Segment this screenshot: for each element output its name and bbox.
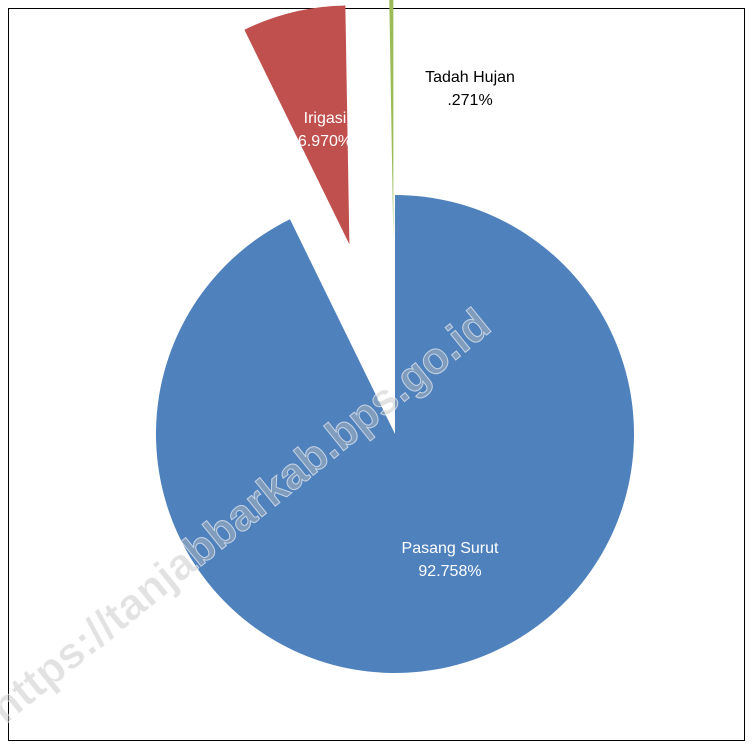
slice-value-label: .271% [447,92,492,109]
labels-layer: Pasang Surut 92.758% Irigasi 6.970% Tadah Hu… [298,69,515,580]
slice-category-label: Irigasi [304,110,347,127]
slice-category-label: Tadah Hujan [425,69,515,86]
slice-label-group: Irigasi 6.970% [298,110,352,150]
pie-slice-tadah-hujan [389,0,394,240]
slices-layer [156,0,635,673]
slice-label-group: Tadah Hujan .271% [425,69,515,109]
slice-label-group: Pasang Surut 92.758% [402,540,500,580]
slice-value-label: 92.758% [418,563,481,580]
slice-value-label: 6.970% [298,133,352,150]
slice-category-label: Pasang Surut [402,540,500,557]
pie-slice-pasang-surut [156,195,635,673]
pie-slice-irigasi [244,5,350,245]
